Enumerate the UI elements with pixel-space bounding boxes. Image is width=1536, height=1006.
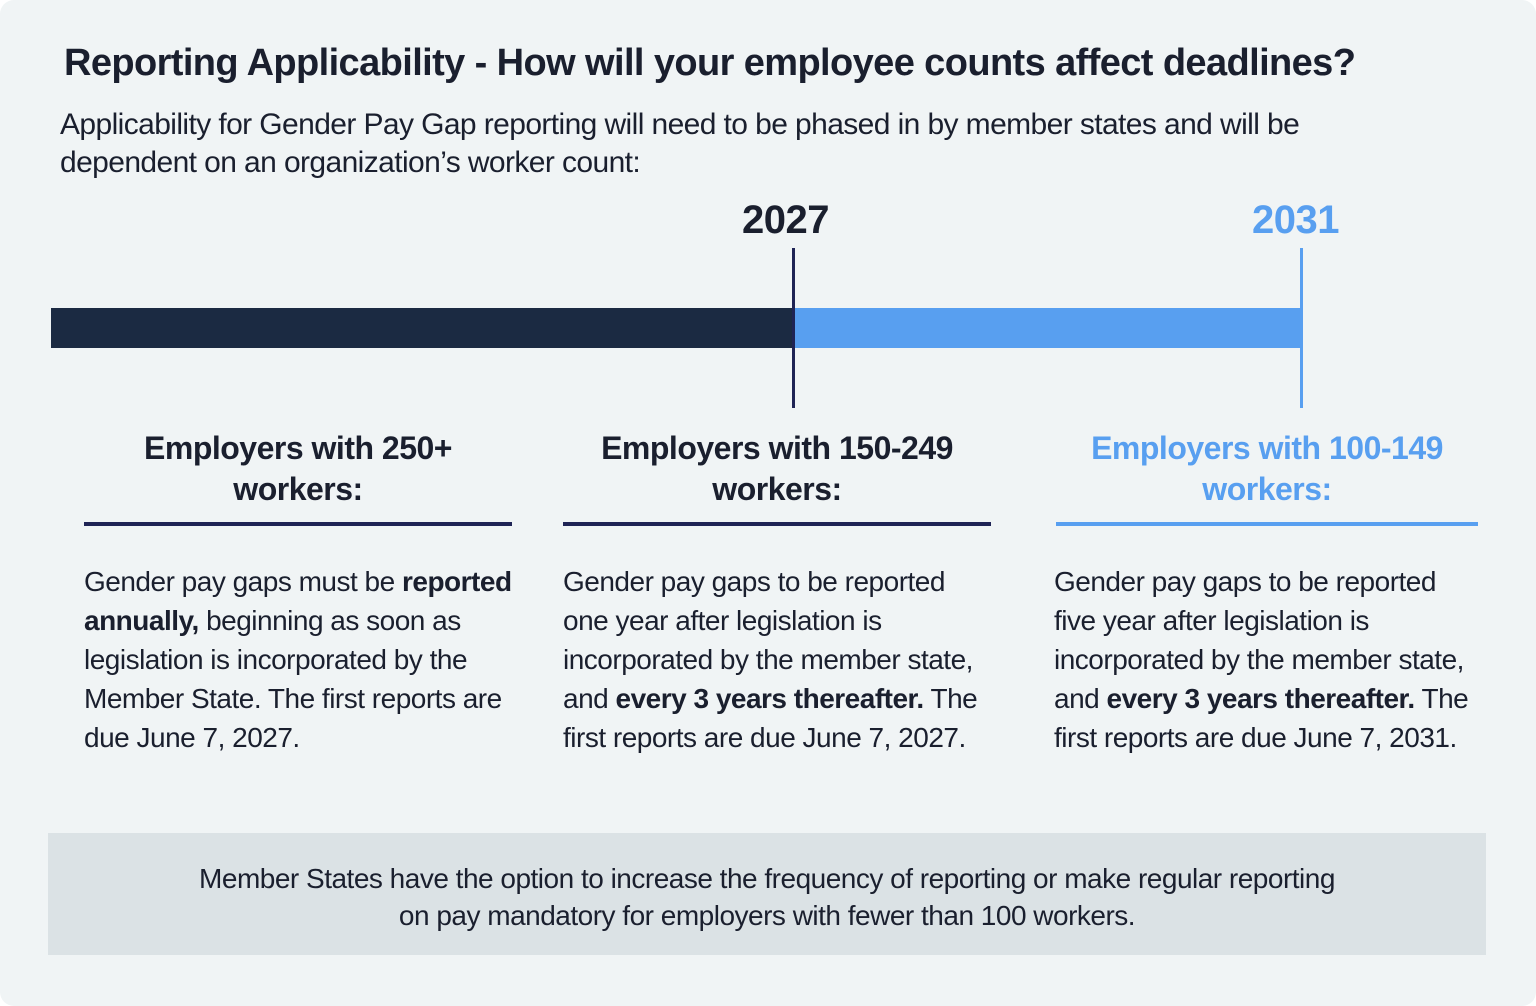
milestone-marker-2031	[1300, 248, 1303, 408]
body-text: The first reports are due June 7, 2031.	[1054, 683, 1469, 753]
footer-note: Member States have the option to increas…	[48, 833, 1486, 955]
timeline-bar-future	[794, 308, 1302, 348]
footer-line: on pay mandatory for employers with fewe…	[398, 900, 1136, 931]
column-100-149: Employers with 100-149 workers: Gender p…	[1054, 428, 1478, 757]
milestone-marker-2027	[792, 248, 795, 408]
column-body: Gender pay gaps to be reported one year …	[563, 562, 991, 757]
milestone-year-2027: 2027	[742, 198, 829, 242]
column-divider	[563, 522, 991, 526]
body-text-bold: every 3 years thereafter.	[615, 683, 925, 714]
footer-text: Member States have the option to increas…	[48, 833, 1486, 934]
body-text: Gender pay gaps to be reported one year …	[563, 566, 973, 714]
heading-line: Employers with 150-249	[601, 430, 953, 466]
page-title: Reporting Applicability - How will your …	[64, 42, 1356, 84]
timeline-bar-current	[51, 308, 794, 348]
column-body: Gender pay gaps to be reported five year…	[1054, 562, 1478, 757]
body-text-bold: reported annually,	[84, 566, 512, 636]
column-150-249: Employers with 150-249 workers: Gender p…	[563, 428, 991, 757]
column-250-plus: Employers with 250+ workers: Gender pay …	[84, 428, 512, 757]
body-text: Gender pay gaps to be reported five year…	[1054, 566, 1464, 714]
body-text: Gender pay gaps must be	[84, 566, 402, 597]
heading-line: Employers with 100-149	[1091, 430, 1443, 466]
body-text-bold: every 3 years thereafter.	[1106, 683, 1416, 714]
column-heading: Employers with 100-149 workers:	[1056, 428, 1478, 510]
heading-line: workers:	[1202, 471, 1332, 507]
column-divider	[1056, 522, 1478, 526]
heading-line: workers:	[233, 471, 363, 507]
body-text: beginning as soon as legislation is inco…	[84, 605, 502, 753]
subtitle: Applicability for Gender Pay Gap reporti…	[60, 108, 1300, 179]
column-divider	[84, 522, 512, 526]
column-heading: Employers with 250+ workers:	[84, 428, 512, 510]
milestone-year-2031: 2031	[1252, 198, 1339, 242]
heading-line: workers:	[712, 471, 842, 507]
heading-line: Employers with 250+	[144, 430, 452, 466]
column-body: Gender pay gaps must be reported annuall…	[84, 562, 512, 757]
footer-line: Member States have the option to increas…	[199, 863, 1335, 894]
column-heading: Employers with 150-249 workers:	[563, 428, 991, 510]
body-text: The first reports are due June 7, 2027.	[563, 683, 978, 753]
